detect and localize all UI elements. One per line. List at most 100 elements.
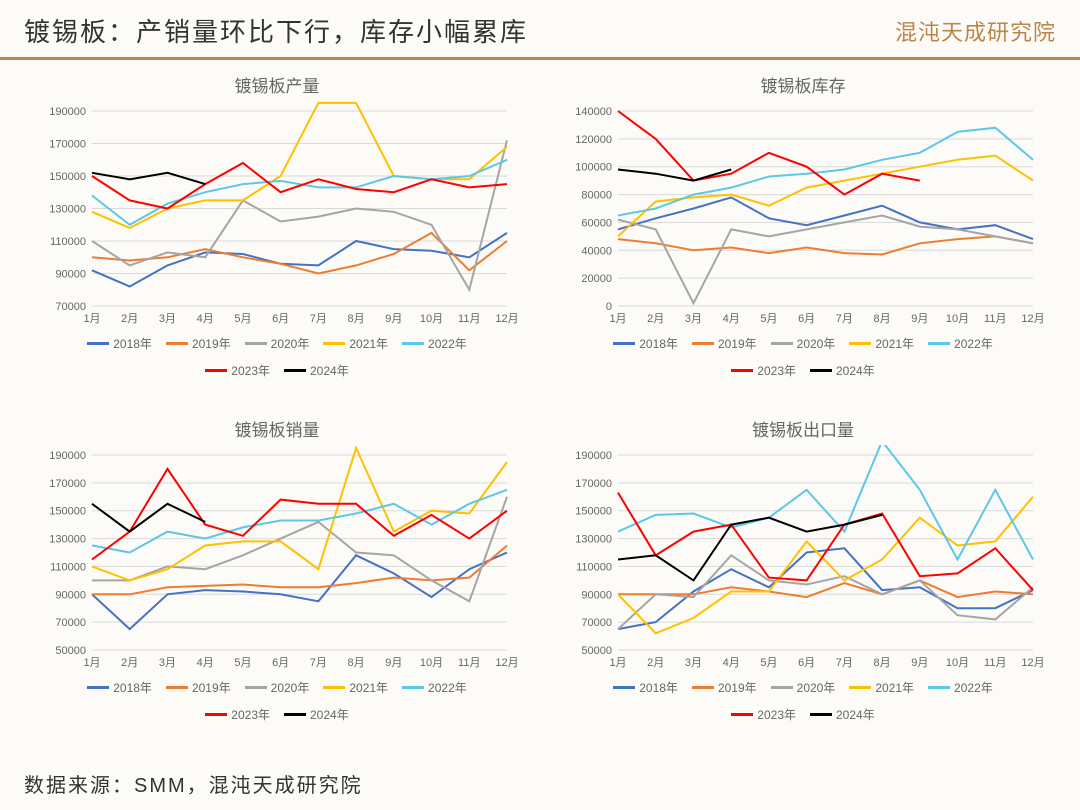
svg-text:90000: 90000 xyxy=(55,269,86,281)
chart-panel: 镀锡板出口量5000070000900001100001300001500001… xyxy=(542,412,1064,752)
header: 镀锡板：产销量环比下行，库存小幅累库 混沌天成研究院 xyxy=(0,0,1080,60)
legend-label: 2023年 xyxy=(231,362,270,379)
legend-label: 2020年 xyxy=(797,679,836,696)
legend-label: 2024年 xyxy=(836,706,875,723)
svg-text:190000: 190000 xyxy=(49,450,86,462)
legend-swatch xyxy=(613,686,635,689)
svg-text:150000: 150000 xyxy=(49,171,86,183)
legend-item: 2024年 xyxy=(810,706,875,723)
legend-swatch xyxy=(928,342,950,345)
svg-text:9月: 9月 xyxy=(911,313,928,325)
svg-text:6月: 6月 xyxy=(272,313,289,325)
legend-swatch xyxy=(245,686,267,689)
svg-text:6月: 6月 xyxy=(798,313,815,325)
chart-legend: 2018年2019年2020年2021年2022年2023年2024年 xyxy=(593,335,1013,379)
chart-plot: 5000070000900001100001300001500001700001… xyxy=(37,445,517,675)
legend-swatch xyxy=(849,686,871,689)
svg-text:70000: 70000 xyxy=(55,301,86,313)
legend-label: 2021年 xyxy=(349,335,388,352)
svg-text:4月: 4月 xyxy=(197,313,214,325)
svg-text:3月: 3月 xyxy=(159,657,176,669)
legend-swatch xyxy=(323,342,345,345)
svg-text:5月: 5月 xyxy=(234,657,251,669)
legend-label: 2019年 xyxy=(718,679,757,696)
svg-text:50000: 50000 xyxy=(55,645,86,657)
legend-swatch xyxy=(692,342,714,345)
svg-text:8月: 8月 xyxy=(348,657,365,669)
svg-text:150000: 150000 xyxy=(575,506,612,518)
svg-text:70000: 70000 xyxy=(55,617,86,629)
legend-label: 2020年 xyxy=(271,679,310,696)
legend-swatch xyxy=(849,342,871,345)
data-source-footer: 数据来源：SMM，混沌天成研究院 xyxy=(24,769,363,798)
chart-plot: 7000090000110000130000150000170000190000… xyxy=(37,101,517,331)
series-2021年 xyxy=(618,156,1033,237)
svg-text:3月: 3月 xyxy=(159,313,176,325)
legend-label: 2022年 xyxy=(954,335,993,352)
svg-text:7月: 7月 xyxy=(836,313,853,325)
legend-item: 2022年 xyxy=(402,335,467,352)
series-2023年 xyxy=(618,111,920,195)
legend-swatch xyxy=(402,686,424,689)
chart-title: 镀锡板出口量 xyxy=(752,416,854,441)
legend-label: 2022年 xyxy=(428,679,467,696)
legend-label: 2023年 xyxy=(757,706,796,723)
legend-swatch xyxy=(810,369,832,372)
svg-text:1月: 1月 xyxy=(83,313,100,325)
legend-item: 2024年 xyxy=(284,362,349,379)
legend-swatch xyxy=(245,342,267,345)
svg-text:8月: 8月 xyxy=(874,657,891,669)
series-2022年 xyxy=(92,490,507,553)
legend-label: 2019年 xyxy=(192,679,231,696)
legend-swatch xyxy=(87,342,109,345)
legend-item: 2021年 xyxy=(849,679,914,696)
legend-swatch xyxy=(284,369,306,372)
svg-text:3月: 3月 xyxy=(685,657,702,669)
svg-text:1月: 1月 xyxy=(609,313,626,325)
svg-text:170000: 170000 xyxy=(49,139,86,151)
legend-item: 2023年 xyxy=(731,362,796,379)
svg-text:90000: 90000 xyxy=(55,589,86,601)
legend-item: 2021年 xyxy=(849,335,914,352)
series-2019年 xyxy=(618,236,1033,254)
chart-legend: 2018年2019年2020年2021年2022年2023年2024年 xyxy=(67,335,487,379)
legend-item: 2024年 xyxy=(284,706,349,723)
svg-text:110000: 110000 xyxy=(50,561,86,573)
charts-grid: 镀锡板产量70000900001100001300001500001700001… xyxy=(0,60,1080,760)
legend-label: 2022年 xyxy=(428,335,467,352)
chart-plot: 5000070000900001100001300001500001700001… xyxy=(563,445,1043,675)
svg-text:11月: 11月 xyxy=(458,313,480,325)
legend-label: 2021年 xyxy=(349,679,388,696)
legend-label: 2018年 xyxy=(639,335,678,352)
chart-legend: 2018年2019年2020年2021年2022年2023年2024年 xyxy=(593,679,1013,723)
svg-text:2月: 2月 xyxy=(121,657,138,669)
series-2023年 xyxy=(618,493,1033,590)
series-2024年 xyxy=(92,504,205,532)
series-2024年 xyxy=(618,170,731,181)
svg-text:130000: 130000 xyxy=(575,534,612,546)
legend-item: 2020年 xyxy=(245,679,310,696)
legend-swatch xyxy=(771,342,793,345)
svg-text:6月: 6月 xyxy=(798,657,815,669)
svg-text:130000: 130000 xyxy=(49,204,86,216)
chart-panel: 镀锡板销量50000700009000011000013000015000017… xyxy=(16,412,538,752)
svg-text:4月: 4月 xyxy=(723,657,740,669)
svg-text:2月: 2月 xyxy=(121,313,138,325)
svg-text:70000: 70000 xyxy=(581,617,612,629)
legend-item: 2020年 xyxy=(245,335,310,352)
chart-title: 镀锡板销量 xyxy=(235,416,320,441)
legend-item: 2019年 xyxy=(692,335,757,352)
svg-text:100000: 100000 xyxy=(575,162,612,174)
svg-text:6月: 6月 xyxy=(272,657,289,669)
svg-text:130000: 130000 xyxy=(49,534,86,546)
svg-text:10月: 10月 xyxy=(946,313,969,325)
chart-panel: 镀锡板库存02000040000600008000010000012000014… xyxy=(542,68,1064,408)
svg-text:9月: 9月 xyxy=(385,313,402,325)
svg-text:7月: 7月 xyxy=(310,313,327,325)
svg-text:12月: 12月 xyxy=(495,657,517,669)
series-2022年 xyxy=(618,445,1033,560)
svg-text:9月: 9月 xyxy=(911,657,928,669)
svg-text:10月: 10月 xyxy=(420,313,443,325)
svg-text:20000: 20000 xyxy=(581,273,612,285)
svg-text:11月: 11月 xyxy=(458,657,480,669)
